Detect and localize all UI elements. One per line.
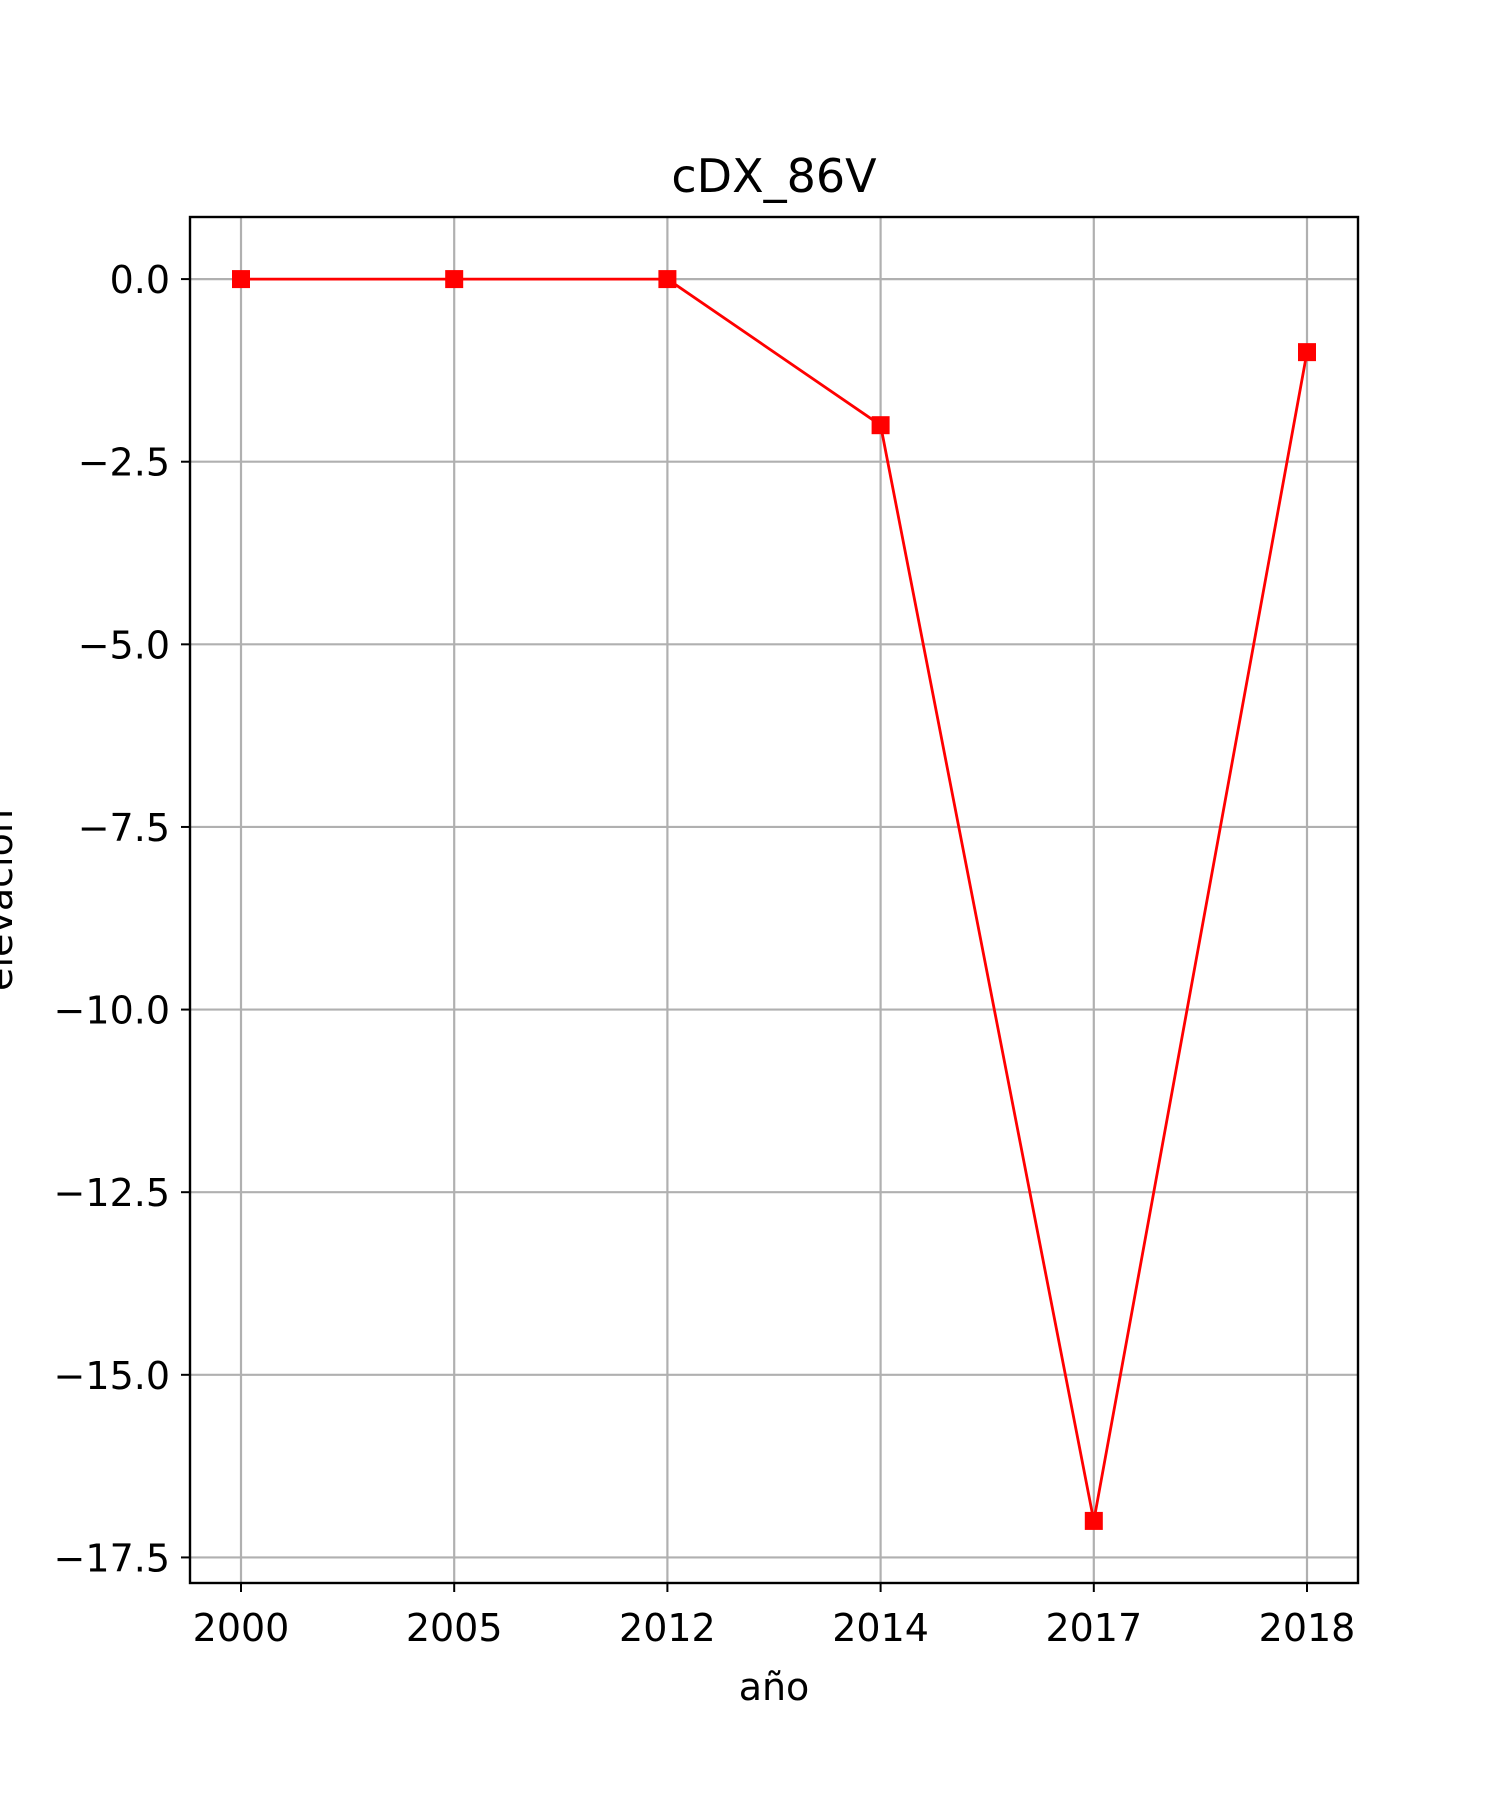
y-tick-label: −17.5 — [54, 1536, 170, 1580]
grid — [190, 217, 1358, 1583]
data-point — [1084, 1511, 1103, 1530]
y-tick-label: −7.5 — [78, 806, 170, 850]
y-tick-label: −2.5 — [78, 441, 170, 485]
y-tick-label: −12.5 — [54, 1171, 170, 1215]
data-point — [871, 416, 890, 435]
data-point — [658, 270, 677, 289]
y-tick-label: −5.0 — [78, 623, 170, 667]
chart-title: cDX_86V — [671, 149, 877, 203]
x-tick-label: 2012 — [619, 1606, 716, 1650]
x-tick-label: 2005 — [406, 1606, 503, 1650]
x-axis-title: año — [739, 1665, 810, 1709]
data-point — [232, 270, 250, 289]
plot-frame — [188, 215, 1360, 1585]
plot-area — [190, 217, 1358, 1583]
series-line — [241, 277, 1309, 1523]
y-tick-label: 0.0 — [110, 258, 170, 302]
y-axis-title: elevación — [0, 809, 21, 991]
y-tick-label: −10.0 — [54, 989, 170, 1033]
x-tick-label: 2018 — [1259, 1606, 1356, 1650]
data-point — [445, 270, 464, 289]
x-tick-label: 2017 — [1045, 1606, 1142, 1650]
x-axis: 2000 2005 2012 2014 2017 2018 — [193, 1583, 1356, 1650]
y-axis: 0.0 −2.5 −5.0 −7.5 −10.0 −12.5 −15.0 −17.5 — [54, 258, 190, 1580]
y-tick-label: −15.0 — [54, 1354, 170, 1398]
x-tick-label: 2014 — [832, 1606, 929, 1650]
x-tick-label: 2000 — [193, 1606, 290, 1650]
data-point — [1298, 343, 1316, 362]
series-layer — [232, 270, 1316, 1530]
